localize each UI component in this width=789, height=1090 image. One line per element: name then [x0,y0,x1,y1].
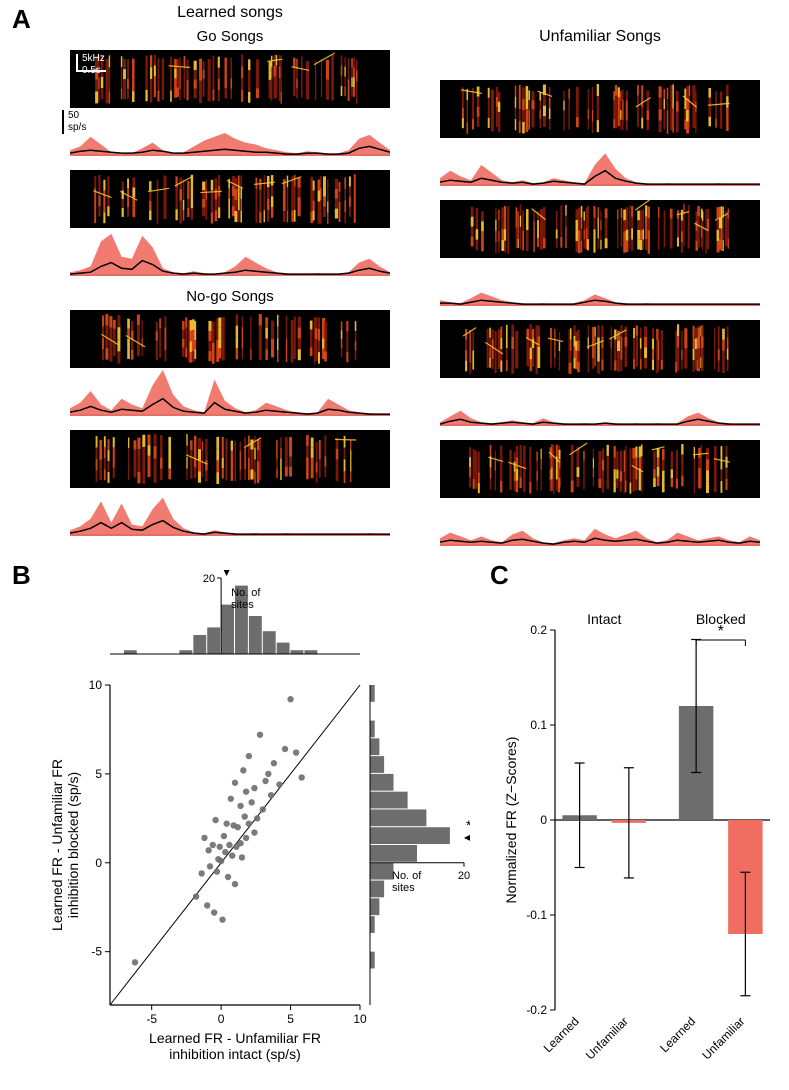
svg-text:-0.2: -0.2 [526,1003,547,1017]
svg-text:Unfamiliar: Unfamiliar [699,1014,747,1062]
psth-go-1 [70,108,390,156]
svg-text:20: 20 [203,573,215,585]
svg-text:0.2: 0.2 [530,623,547,637]
psth-unf-1 [440,138,760,186]
psth-nogo-2 [70,488,390,536]
panel-c-svg: -0.2 -0.1 0 0.1 0.2 Normalized FR (Z−Scores) I… [500,590,780,1080]
svg-text:10: 10 [353,1012,367,1026]
psth-unf-2 [440,258,760,306]
svg-text:0.1: 0.1 [530,718,547,732]
svg-text:-0.1: -0.1 [526,908,547,922]
spectro-time-label: 0.5s [82,66,101,76]
svg-text:Learned: Learned [657,1014,698,1055]
psth-scale-unit: sp/s [68,122,86,133]
svg-text:Unfamiliar: Unfamiliar [583,1014,631,1062]
svg-text:inhibition blocked (sp/s): inhibition blocked (sp/s) [65,772,81,918]
learned-col-title: Learned songs [120,4,340,22]
spectrogram-unf-4 [440,440,760,498]
panel-b-label: B [12,560,31,591]
psth-go-2 [70,228,390,276]
svg-text:**: ** [466,817,470,833]
svg-text:0: 0 [95,856,102,870]
panel-a-label: A [12,4,31,35]
panel-b: -5-500551010Learned FR - Unfamiliar FRin… [40,570,470,1080]
spectrogram-unf-2 [440,200,760,258]
svg-text:-5: -5 [146,1012,157,1026]
spectrogram-nogo-2 [70,430,390,488]
spectrogram-unf-3 [440,320,760,378]
svg-text:20: 20 [458,870,470,882]
svg-text:Learned FR - Unfamiliar FR: Learned FR - Unfamiliar FR [49,759,65,931]
panel-c: -0.2 -0.1 0 0.1 0.2 Normalized FR (Z−Scores) I… [500,590,780,1080]
svg-text:inhibition intact (sp/s): inhibition intact (sp/s) [169,1046,301,1062]
psth-scale-num: 50 [68,110,79,121]
spectrogram-unf-1 [440,80,760,138]
svg-text:*: * [718,623,724,640]
svg-text:sites: sites [392,882,415,894]
svg-text:0: 0 [218,1012,225,1026]
psth-nogo-1 [70,368,390,416]
go-songs-title: Go Songs [150,28,310,45]
svg-text:5: 5 [287,1012,294,1026]
psth-unf-3 [440,378,760,426]
svg-text:sites: sites [231,599,254,611]
svg-text:10: 10 [89,678,103,692]
svg-text:Learned: Learned [541,1014,582,1055]
svg-text:0: 0 [540,813,547,827]
psth-scale-bar: 50 sp/s [62,110,102,150]
panel-b-svg: -5-500551010Learned FR - Unfamiliar FRin… [40,570,470,1080]
panel-c-label: C [490,560,509,591]
spectrogram-go-2 [70,170,390,228]
spectro-freq-label: 5kHz [82,54,105,64]
svg-text:Normalized FR (Z−Scores): Normalized FR (Z−Scores) [503,737,519,904]
svg-text:Learned FR - Unfamiliar FR: Learned FR - Unfamiliar FR [149,1030,321,1046]
svg-text:No. of: No. of [392,870,422,882]
nogo-songs-title: No-go Songs [150,288,310,305]
psth-unf-4 [440,498,760,546]
spectrogram-nogo-1 [70,310,390,368]
svg-text:-5: -5 [91,945,102,959]
figure-root: A Learned songs Go Songs Unfamiliar Song… [0,0,789,1090]
svg-text:Intact: Intact [587,611,621,627]
svg-text:No. of: No. of [231,587,261,599]
svg-text:5: 5 [95,767,102,781]
spectro-scale-bar: 5kHz 0.5s [76,54,136,82]
unfamiliar-col-title: Unfamiliar Songs [500,28,700,46]
